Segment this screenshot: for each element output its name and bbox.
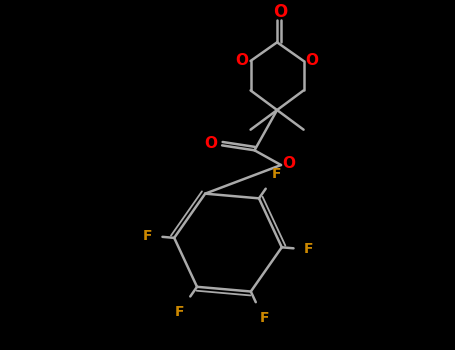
Text: O: O: [204, 136, 217, 151]
Text: O: O: [273, 3, 287, 21]
Text: F: F: [143, 229, 153, 243]
Text: F: F: [260, 311, 269, 325]
Text: O: O: [306, 54, 318, 69]
Text: F: F: [303, 242, 313, 256]
Text: F: F: [271, 167, 281, 181]
Text: F: F: [175, 304, 185, 318]
Text: O: O: [236, 54, 248, 69]
Text: O: O: [282, 155, 295, 170]
